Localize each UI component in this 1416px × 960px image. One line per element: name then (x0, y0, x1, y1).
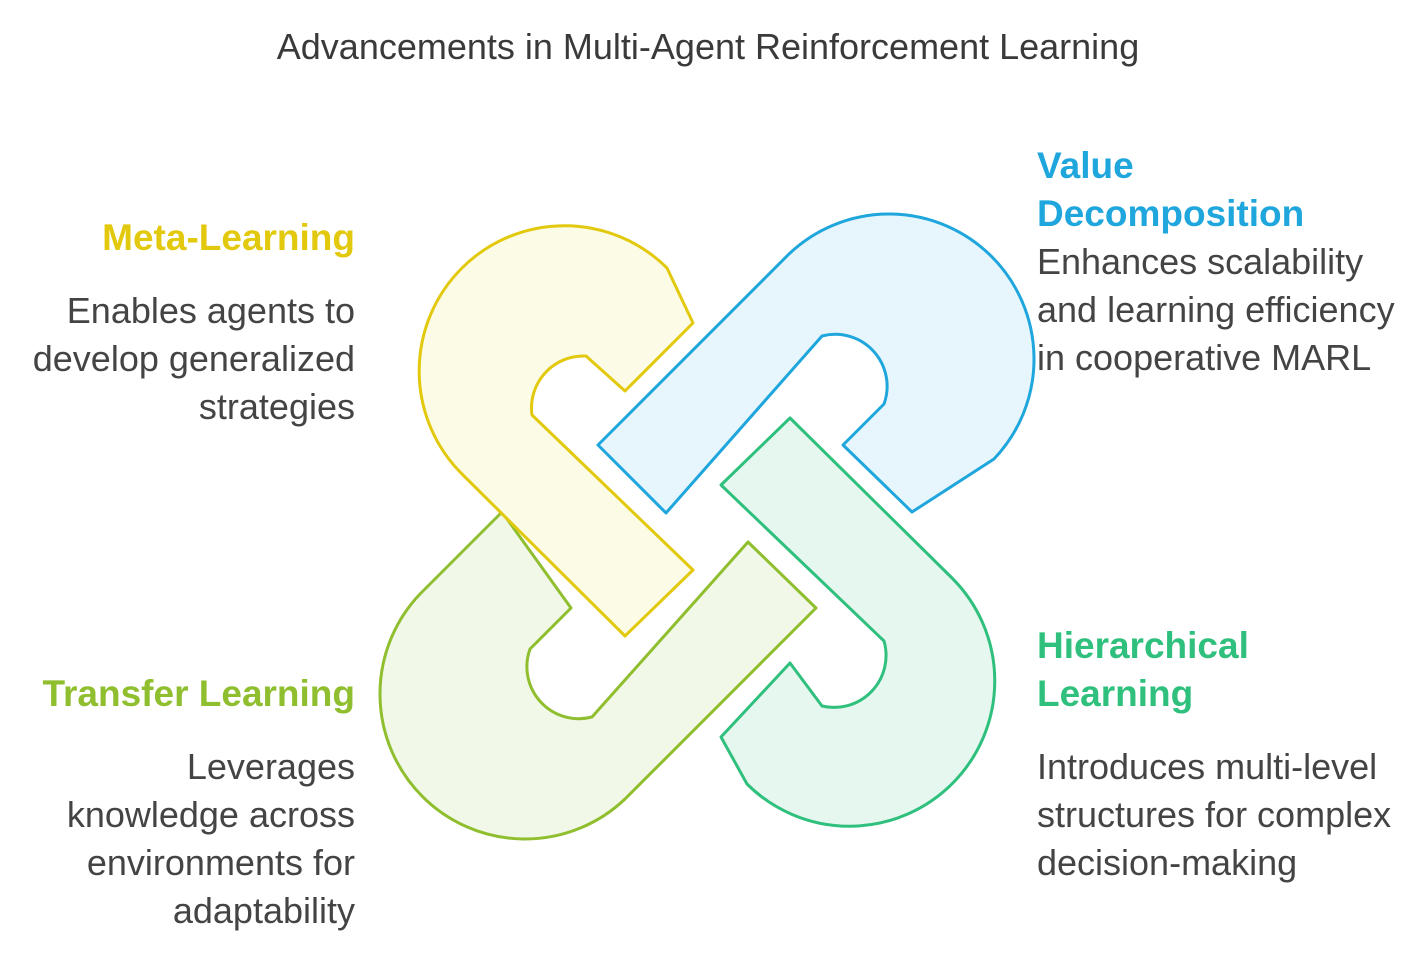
meta-learning-description: Enables agents to develop generalized st… (32, 290, 355, 427)
hierarchical-learning-description: Introduces multi-level structures for co… (1037, 746, 1392, 883)
transfer-learning-description: Leverages knowledge across environments … (66, 746, 355, 931)
hierarchical-learning-link (719, 416, 997, 828)
value-decomposition-link (596, 212, 1036, 515)
hierarchical-learning-block: Hierarchical Learning Introduces multi-l… (1037, 622, 1397, 887)
value-decomposition-description: Enhances scalability and learning effici… (1037, 241, 1395, 378)
page-title: Advancements in Multi-Agent Reinforcemen… (276, 26, 1140, 67)
value-decomposition-heading: Value Decomposition (1037, 145, 1305, 234)
transfer-learning-block: Transfer Learning Leverages knowledge ac… (25, 670, 355, 935)
hierarchical-learning-heading: Hierarchical Learning (1037, 625, 1249, 714)
transfer-learning-heading: Transfer Learning (42, 673, 355, 714)
meta-learning-heading: Meta-Learning (102, 217, 355, 258)
value-decomposition-block: Value Decomposition Enhances scalability… (1037, 142, 1397, 382)
meta-learning-link (417, 224, 695, 638)
transfer-learning-link (378, 510, 818, 841)
meta-learning-block: Meta-Learning Enables agents to develop … (25, 214, 355, 431)
